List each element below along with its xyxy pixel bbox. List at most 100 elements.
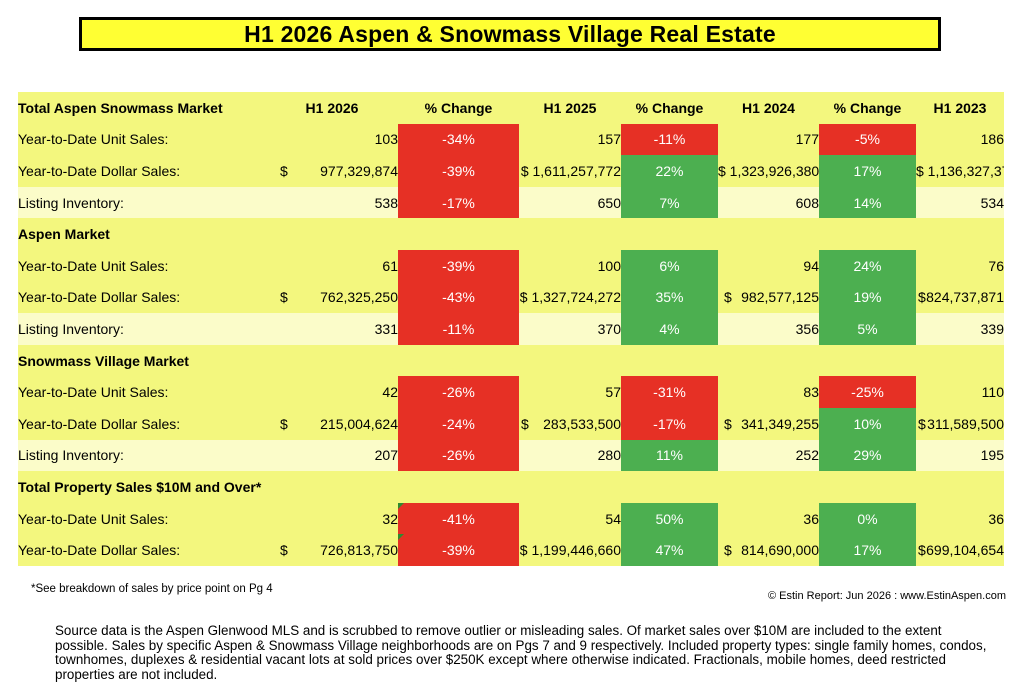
value-2024: $814,690,000 [718, 534, 819, 566]
table-row: Year-to-Date Dollar Sales: $215,004,624 … [18, 407, 1004, 440]
value-2025: 54 [519, 502, 621, 535]
value-2025: $283,533,500 [519, 407, 621, 440]
section-header-total: Total Aspen Snowmass Market H1 2026 % Ch… [18, 92, 1004, 124]
value-2026: $977,329,874 [266, 155, 398, 187]
report-title: H1 2026 Aspen & Snowmass Village Real Es… [79, 17, 941, 51]
currency-symbol: $ [724, 289, 732, 306]
value-2024: 356 [718, 313, 819, 345]
pct-change-3: 24% [819, 249, 916, 282]
pct-change-2: -11% [621, 123, 718, 156]
pct-change-1: -39% [398, 534, 519, 566]
value-amount: 215,004,624 [320, 415, 398, 432]
section-title: Total Property Sales $10M and Over* [18, 471, 1004, 503]
currency-symbol: $ [918, 415, 926, 432]
currency-symbol: $ [280, 162, 288, 179]
pct-change-3: 29% [819, 439, 916, 472]
row-label: Year-to-Date Dollar Sales: [18, 407, 266, 440]
value-2024: 177 [718, 123, 819, 156]
pct-change-2: 4% [621, 313, 718, 345]
row-label: Year-to-Date Unit Sales: [18, 123, 266, 156]
value-2024: 36 [718, 502, 819, 535]
pct-change-2: 7% [621, 186, 718, 219]
table-row: Listing Inventory: 538 -17% 650 7% 608 1… [18, 186, 1004, 219]
pct-change-3: 17% [819, 155, 916, 187]
value-amount: 982,577,125 [741, 289, 819, 306]
table-row: Listing Inventory: 207 -26% 280 11% 252 … [18, 439, 1004, 472]
value-2023: 36 [916, 502, 1004, 535]
pct-change-2: -31% [621, 376, 718, 408]
value-2025: 370 [519, 313, 621, 345]
pct-change-2: 6% [621, 249, 718, 282]
value-2024: $341,349,255 [718, 407, 819, 440]
value-2026: 103 [266, 123, 398, 156]
row-label: Year-to-Date Unit Sales: [18, 249, 266, 282]
value-2023: 534 [916, 186, 1004, 219]
value-2024: $982,577,125 [718, 281, 819, 314]
value-2024: 83 [718, 376, 819, 408]
value-2025: $ 1,611,257,772 [519, 155, 621, 187]
value-2023: $699,104,654 [916, 534, 1004, 566]
row-label: Year-to-Date Dollar Sales: [18, 155, 266, 187]
section-header-aspen: Aspen Market [18, 218, 1004, 250]
value-2026: 42 [266, 376, 398, 408]
footnote: *See breakdown of sales by price point o… [31, 583, 273, 595]
col-h1-2023: H1 2023 [916, 92, 1004, 124]
col-pct-change-2: % Change [621, 92, 718, 124]
value-amount: 283,533,500 [543, 415, 621, 432]
table-row: Year-to-Date Dollar Sales: $977,329,874 … [18, 155, 1004, 187]
row-label: Year-to-Date Dollar Sales: [18, 534, 266, 566]
value-2025: 57 [519, 376, 621, 408]
pct-change-3: -25% [819, 376, 916, 408]
pct-change-1: -43% [398, 281, 519, 314]
currency-symbol: $ [280, 542, 288, 559]
row-label: Listing Inventory: [18, 186, 266, 219]
value-2024: $ 1,323,926,380 [718, 155, 819, 187]
pct-change-3: 5% [819, 313, 916, 345]
pct-change-2: 47% [621, 534, 718, 566]
value-2025: 650 [519, 186, 621, 219]
value-2024: 608 [718, 186, 819, 219]
pct-change-2: -17% [621, 407, 718, 440]
value-2025: 280 [519, 439, 621, 472]
currency-symbol: $ [918, 542, 926, 559]
section-header-10m: Total Property Sales $10M and Over* [18, 471, 1004, 503]
row-label: Year-to-Date Unit Sales: [18, 376, 266, 408]
table-row: Year-to-Date Dollar Sales: $726,813,750 … [18, 534, 1004, 566]
pct-change-2: 11% [621, 439, 718, 472]
currency-symbol: $ [280, 289, 288, 306]
value-2025: 100 [519, 249, 621, 282]
currency-symbol: $ [280, 415, 288, 432]
section-header-snowmass: Snowmass Village Market [18, 344, 1004, 377]
section-title: Aspen Market [18, 218, 1004, 250]
value-amount: 341,349,255 [741, 415, 819, 432]
value-2023: 195 [916, 439, 1004, 472]
col-pct-change-3: % Change [819, 92, 916, 124]
credit-line: © Estin Report: Jun 2026 : www.EstinAspe… [768, 590, 1006, 602]
value-amount: 726,813,750 [320, 542, 398, 559]
row-label: Year-to-Date Dollar Sales: [18, 281, 266, 314]
value-amount: 311,589,500 [927, 415, 1004, 432]
row-label: Year-to-Date Unit Sales: [18, 502, 266, 535]
value-amount: 762,325,250 [320, 289, 398, 306]
pct-change-3: 19% [819, 281, 916, 314]
source-note: Source data is the Aspen Glenwood MLS an… [55, 623, 987, 682]
value-2026: 61 [266, 249, 398, 282]
row-label: Listing Inventory: [18, 313, 266, 345]
pct-change-1: -11% [398, 313, 519, 345]
col-pct-change-1: % Change [398, 92, 519, 124]
value-2023: $ 1,136,327,371 [916, 155, 1004, 187]
col-h1-2026: H1 2026 [266, 92, 398, 124]
value-2026: $215,004,624 [266, 407, 398, 440]
value-2026: 207 [266, 439, 398, 472]
pct-change-1: -39% [398, 155, 519, 187]
pct-change-1: -39% [398, 249, 519, 282]
table-row: Year-to-Date Unit Sales: 42 -26% 57 -31%… [18, 376, 1004, 408]
value-2023: $824,737,871 [916, 281, 1004, 314]
pct-change-3: 17% [819, 534, 916, 566]
value-2023: 339 [916, 313, 1004, 345]
pct-change-3: 14% [819, 186, 916, 219]
pct-change-3: 0% [819, 502, 916, 535]
value-amount: 699,104,654 [926, 542, 1004, 559]
value-2026: $762,325,250 [266, 281, 398, 314]
value-2023: 110 [916, 376, 1004, 408]
